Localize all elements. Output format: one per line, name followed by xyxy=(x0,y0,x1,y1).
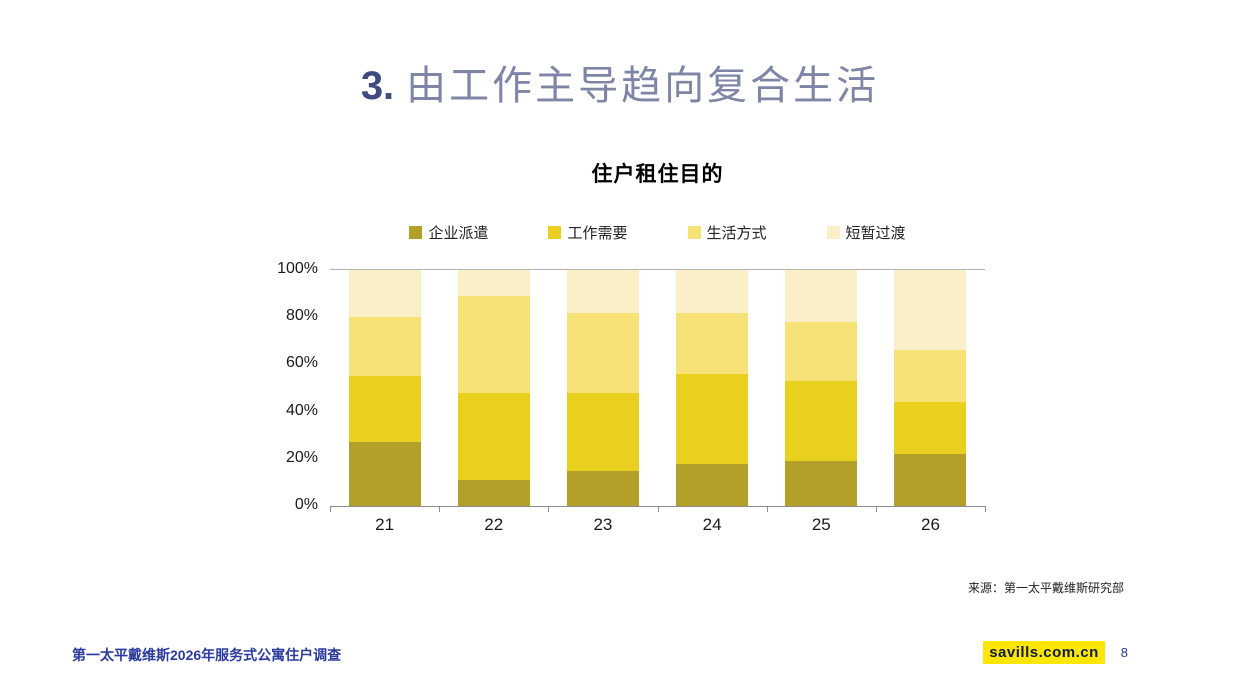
legend-item: 企业派遣 xyxy=(409,222,488,243)
bar-cell xyxy=(767,270,876,506)
x-tick-label: 25 xyxy=(811,515,831,534)
legend-swatch-icon xyxy=(826,226,840,239)
legend-item: 生活方式 xyxy=(687,222,767,243)
x-tick-label: 26 xyxy=(920,515,940,534)
bar-segment xyxy=(566,392,639,471)
bar-segment xyxy=(348,270,421,318)
page-title: 3. 由工作主导趋向复合生活 xyxy=(0,62,1240,110)
legend-swatch-icon xyxy=(687,226,701,239)
bar-segment xyxy=(457,392,530,481)
stacked-bar-23 xyxy=(566,270,639,506)
x-tick-label: 21 xyxy=(375,515,395,534)
bar-segment xyxy=(348,376,421,443)
y-tick-label: 40% xyxy=(285,401,318,419)
footer-survey-title: 第一太平戴维斯2026年服务式公寓住户调查 xyxy=(72,647,342,663)
bar-segment xyxy=(676,312,749,374)
y-tick-label: 0% xyxy=(294,496,318,513)
x-tick-label: 23 xyxy=(593,515,613,534)
bar-segment xyxy=(785,321,858,381)
stacked-bar-22 xyxy=(457,270,530,506)
bar-segment xyxy=(457,270,530,296)
plot-area xyxy=(330,269,986,512)
axis-tick-mark xyxy=(439,506,441,512)
savills-site-link[interactable]: savills.com.cn xyxy=(983,641,1105,664)
legend-swatch-icon xyxy=(548,226,562,239)
x-axis-labels: 21 22 23 24 25 26 xyxy=(330,515,985,535)
bar-segment xyxy=(566,270,639,313)
stacked-bar-26 xyxy=(894,270,967,506)
source-note: 来源：第一太平戴维斯研究部 xyxy=(967,581,1124,595)
bar-segment xyxy=(785,380,858,462)
bar-cell xyxy=(876,270,985,506)
bar-segment xyxy=(457,480,530,506)
footer-right: savills.com.cn 8 xyxy=(983,641,1128,664)
bar-segment xyxy=(348,317,421,377)
bar-segment xyxy=(457,295,530,393)
bar-segment xyxy=(348,442,421,506)
y-tick-label: 20% xyxy=(285,448,318,466)
bar-segment xyxy=(676,463,749,506)
bar-cell xyxy=(439,270,548,506)
stacked-bar-21 xyxy=(348,270,421,506)
title-number: 3. xyxy=(360,64,395,108)
chart-title: 住户租住目的 xyxy=(591,163,724,186)
bar-segment xyxy=(676,373,749,464)
y-tick-label: 80% xyxy=(285,307,318,325)
bar-segment xyxy=(894,454,967,506)
chart-legend: 企业派遣 工作需要 生活方式 短暂过渡 xyxy=(300,222,1015,243)
bar-segment xyxy=(566,470,639,506)
bar-segment xyxy=(894,270,967,351)
bar-segment xyxy=(785,461,858,506)
legend-label: 生活方式 xyxy=(706,225,767,242)
bar-cell xyxy=(330,270,439,506)
stacked-bar-24 xyxy=(676,270,749,506)
x-tick-label: 22 xyxy=(484,515,504,534)
x-tick-label: 24 xyxy=(702,515,722,534)
title-text: 由工作主导趋向复合生活 xyxy=(406,64,880,108)
bar-segment xyxy=(566,312,639,393)
legend-item: 工作需要 xyxy=(548,222,628,243)
page-number: 8 xyxy=(1120,645,1128,660)
y-tick-label: 100% xyxy=(277,260,318,277)
stacked-bar-25 xyxy=(785,270,858,506)
legend-label: 企业派遣 xyxy=(428,225,489,242)
legend-item: 短暂过渡 xyxy=(826,222,906,243)
axis-tick-mark xyxy=(657,506,659,512)
y-tick-label: 60% xyxy=(285,354,318,372)
axis-tick-mark xyxy=(985,506,986,512)
bar-cell xyxy=(658,270,767,506)
bar-segment xyxy=(894,402,967,455)
axis-tick-mark xyxy=(875,506,877,512)
bar-segment xyxy=(894,350,967,403)
axis-tick-mark xyxy=(766,506,768,512)
axis-tick-mark xyxy=(330,506,331,512)
legend-label: 短暂过渡 xyxy=(845,225,906,242)
bar-cell xyxy=(548,270,657,506)
legend-label: 工作需要 xyxy=(567,225,628,242)
bars-container xyxy=(330,270,985,506)
y-axis-labels: 0% 20% 40% 60% 80% 100% xyxy=(230,260,318,513)
legend-swatch-icon xyxy=(409,226,423,239)
bar-segment xyxy=(676,270,749,313)
axis-tick-mark xyxy=(548,506,550,512)
bar-segment xyxy=(785,270,858,322)
